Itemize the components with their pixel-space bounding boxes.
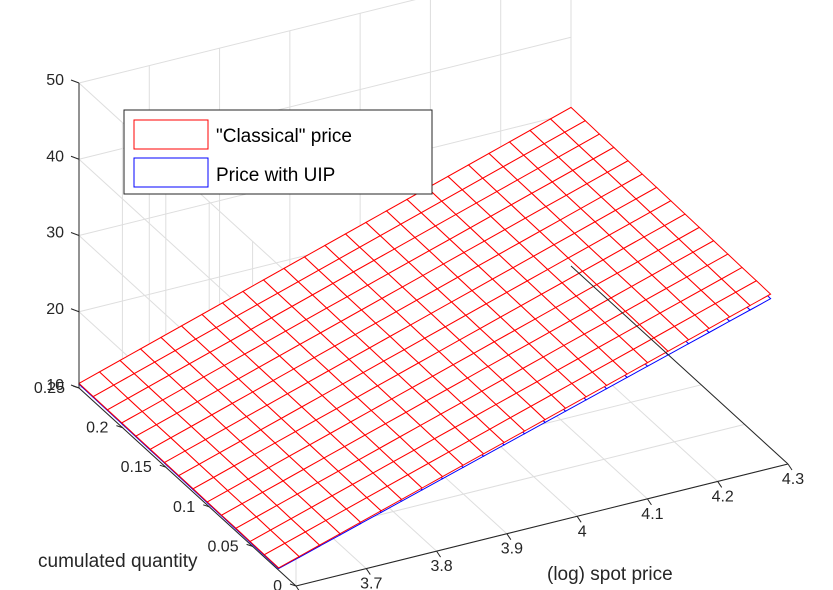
z-tick-label: 20	[46, 301, 64, 318]
legend-swatch-classical	[133, 119, 209, 150]
x-tick-label: 4.3	[782, 471, 804, 488]
y-tick-label: 0.2	[86, 420, 108, 437]
y-tick-mark	[159, 464, 166, 468]
y-tick-label: 0.1	[173, 499, 195, 516]
x-tick-label: 4.1	[641, 506, 663, 523]
x-tick-label: 3.7	[360, 576, 382, 590]
z-tick-label: 10	[46, 377, 64, 394]
y-tick-mark	[116, 425, 123, 429]
x-tick-mark	[436, 550, 441, 558]
y-tick-label: 0	[273, 578, 282, 590]
x-tick-mark	[647, 498, 652, 506]
x-axis-title: (log) spot price	[547, 564, 673, 585]
z-tick-mark	[70, 308, 80, 313]
x-tick-mark	[576, 516, 582, 523]
x-tick-label: 3.9	[501, 541, 523, 558]
gridline	[78, 0, 416, 84]
y-tick-label: 0.05	[207, 538, 238, 555]
x-tick-mark	[506, 533, 512, 540]
legend-swatch-uip	[133, 157, 209, 188]
y-axis-line	[78, 387, 297, 587]
ticks-layer: 3.63.73.83.944.14.24.300.050.10.150.20.2…	[34, 72, 804, 590]
z-tick-label: 40	[46, 148, 64, 165]
y-tick-mark	[246, 543, 253, 547]
y-tick-label: 0.15	[121, 459, 152, 476]
x-tick-label: 4	[578, 523, 587, 540]
y-tick-mark	[203, 504, 210, 508]
z-tick-label: 50	[46, 72, 64, 89]
x-tick-label: 4.2	[712, 488, 734, 505]
legend: "Classical" price Price with UIP	[123, 109, 433, 195]
y-tick-mark	[289, 583, 297, 587]
x-tick-mark	[365, 568, 371, 575]
x-tick-mark	[717, 481, 723, 488]
legend-item-classical: "Classical" price	[133, 119, 352, 150]
x-tick-mark	[295, 585, 300, 590]
y-axis-title: cumulated quantity	[38, 551, 198, 572]
y-tick-label: 0.25	[34, 380, 65, 397]
z-tick-label: 30	[46, 225, 64, 242]
x-tick-mark	[787, 463, 793, 471]
z-tick-mark	[70, 232, 80, 236]
legend-item-uip: Price with UIP	[133, 157, 335, 188]
x-tick-label: 3.8	[430, 558, 452, 575]
legend-label-uip: Price with UIP	[216, 165, 335, 186]
z-tick-mark	[70, 384, 80, 389]
x-axis-line	[295, 463, 789, 587]
z-tick-mark	[70, 155, 80, 160]
surface-classical-price	[78, 106, 772, 569]
surface-cell	[735, 280, 772, 307]
x-end-edge	[570, 265, 789, 465]
z-tick-mark	[70, 79, 80, 84]
legend-label-classical: "Classical" price	[216, 126, 352, 147]
